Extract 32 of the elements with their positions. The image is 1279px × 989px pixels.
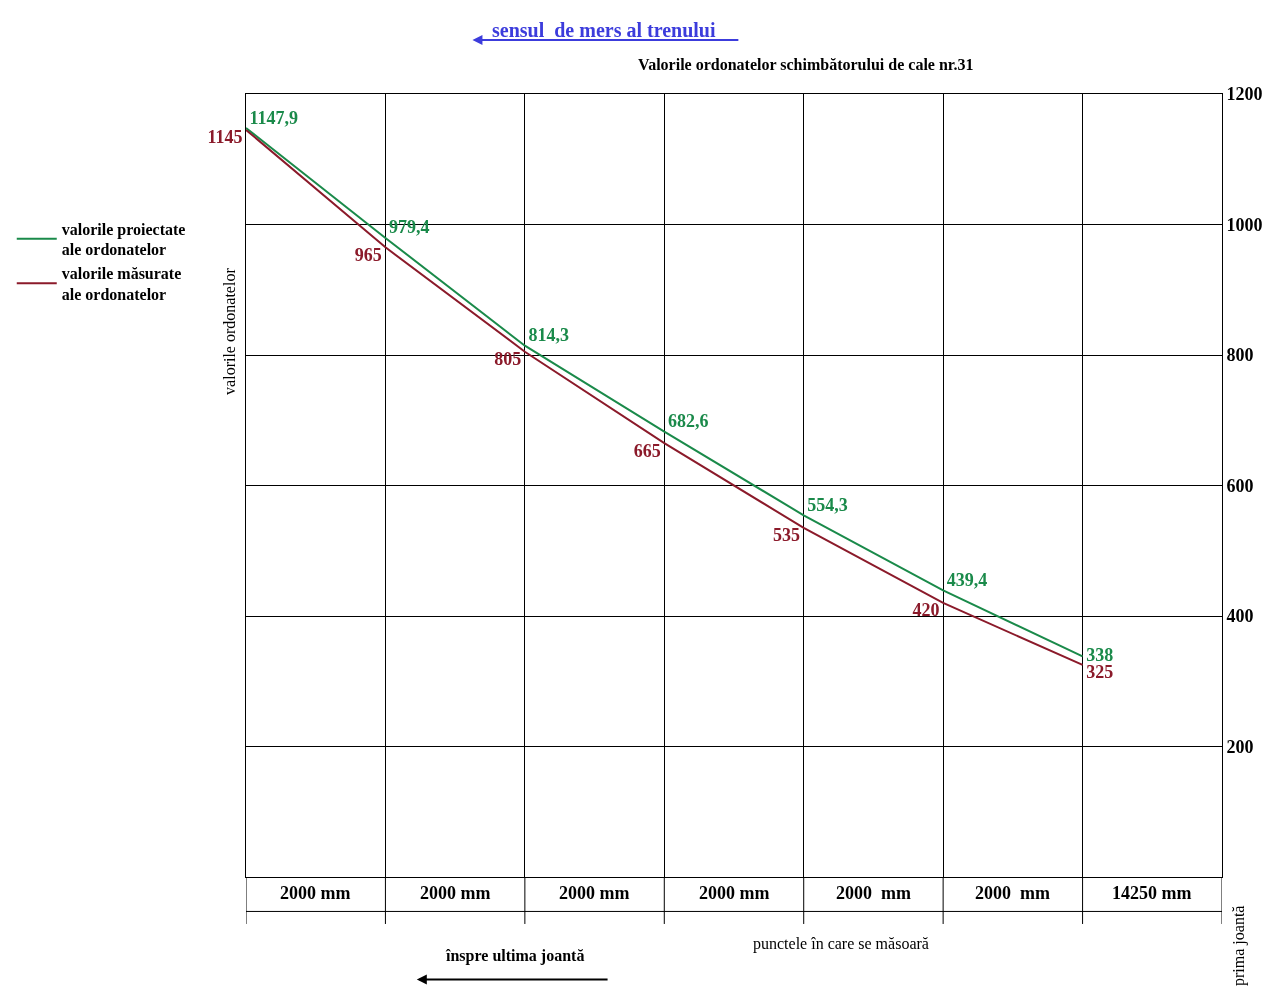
text: 2000 mm [420, 883, 491, 903]
text: 2000 mm [975, 883, 1050, 903]
text: 2000 mm [280, 883, 351, 903]
data-label: 535 [769, 525, 804, 546]
data-label: 439,4 [943, 569, 991, 590]
chart-title: Valorile ordonatelor schimbătorului de cale nr.31 [638, 55, 974, 73]
data-label: 420 [908, 600, 944, 621]
y-axis-title: valorile ordonatelor [221, 267, 239, 395]
y-tick-label: 800 [1226, 345, 1254, 366]
x-axis-title: punctele în care se măsoară [753, 935, 929, 953]
text: 2000 mm [699, 883, 770, 903]
text: sensul de mers al trenului [492, 19, 716, 41]
y-tick-label: 600 [1226, 475, 1254, 496]
data-label: 1145 [203, 127, 246, 148]
text: 2000 mm [559, 883, 630, 903]
data-label: 665 [630, 440, 665, 461]
legend-label: valorile măsurate ale ordonatelor [61, 265, 182, 303]
data-label: 1147,9 [246, 107, 302, 128]
text: 2000 mm [836, 883, 911, 903]
data-label: 338 [1082, 644, 1117, 665]
y-tick-label: 1000 [1226, 214, 1263, 235]
text: prima joantă [1230, 905, 1249, 986]
data-label: 554,3 [803, 494, 852, 515]
text: 14250 mm [1112, 883, 1192, 903]
y-tick-label: 1200 [1226, 84, 1263, 105]
data-label: 325 [1082, 662, 1117, 683]
data-label: 814,3 [524, 325, 573, 346]
y-tick-label: 200 [1226, 736, 1254, 757]
data-label: 682,6 [664, 411, 713, 432]
text: înspre ultima joantă [445, 947, 585, 965]
y-tick-label: 400 [1226, 606, 1254, 627]
data-label: 965 [351, 244, 386, 265]
